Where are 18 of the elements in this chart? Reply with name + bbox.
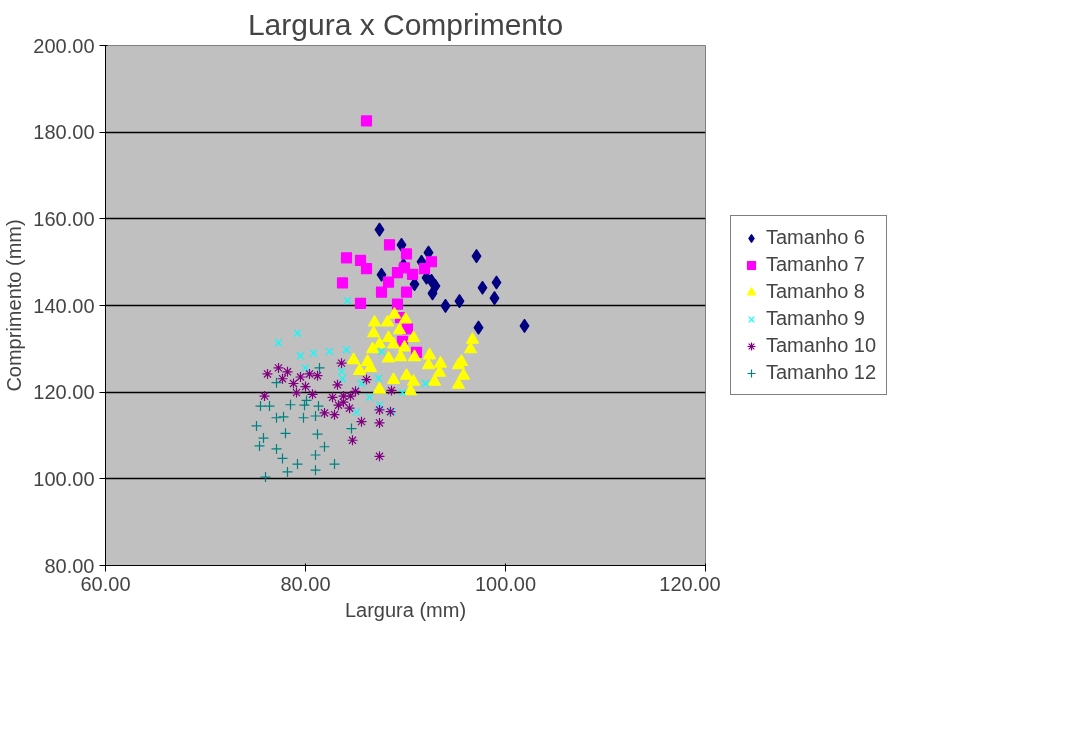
legend-label: Tamanho 12 [766, 361, 877, 384]
x-tick-label: 100.00 [474, 572, 537, 595]
y-tick-label: 120.00 [33, 381, 95, 404]
chart-title: Largura x Comprimento [247, 7, 564, 41]
legend-label: Tamanho 6 [766, 226, 865, 249]
y-axis-title: Comprimento (mm) [3, 219, 26, 392]
legend-label: Tamanho 8 [766, 280, 865, 303]
y-tick-label: 180.00 [33, 121, 95, 144]
x-tick-label: 80.00 [280, 572, 331, 595]
x-axis-title: Largura (mm) [344, 598, 467, 621]
legend-label: Tamanho 9 [766, 307, 865, 330]
y-tick-label: 140.00 [33, 294, 95, 317]
x-tick-label: 120.00 [659, 572, 721, 595]
y-tick-label: 100.00 [33, 467, 95, 490]
legend-label: Tamanho 7 [766, 253, 865, 276]
y-tick-label: 160.00 [33, 207, 95, 230]
y-tick-label: 200.00 [33, 34, 95, 57]
legend-label: Tamanho 10 [766, 334, 877, 357]
